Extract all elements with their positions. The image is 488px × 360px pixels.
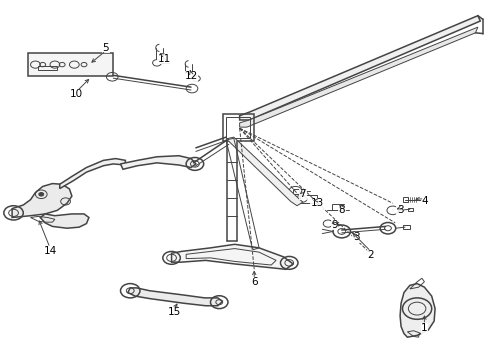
Bar (300, 195, 317, 203)
Polygon shape (127, 288, 222, 306)
Text: 9: 9 (330, 220, 337, 230)
Bar (331, 204, 344, 210)
Polygon shape (239, 16, 479, 120)
Polygon shape (399, 284, 434, 337)
Text: 7: 7 (299, 189, 305, 199)
Polygon shape (12, 184, 72, 217)
Bar (292, 189, 298, 194)
Bar (225, 117, 250, 138)
Polygon shape (40, 214, 89, 228)
Polygon shape (120, 156, 196, 169)
Text: 1: 1 (420, 323, 427, 333)
Bar (403, 225, 409, 229)
Bar (402, 197, 407, 202)
Text: 15: 15 (167, 307, 180, 317)
Bar (38, 66, 57, 70)
Polygon shape (60, 158, 125, 189)
Text: 5: 5 (102, 43, 109, 53)
Text: 10: 10 (70, 89, 83, 99)
Bar (28, 53, 113, 76)
Polygon shape (225, 137, 302, 206)
Text: 3: 3 (352, 232, 359, 242)
Circle shape (39, 193, 43, 196)
Polygon shape (239, 27, 477, 127)
Text: 6: 6 (250, 277, 257, 287)
Text: 11: 11 (157, 54, 170, 64)
Text: 14: 14 (43, 247, 57, 256)
Text: 8: 8 (338, 205, 345, 215)
Text: 12: 12 (184, 71, 197, 81)
Polygon shape (171, 244, 292, 269)
Text: 3: 3 (396, 205, 403, 215)
Text: 13: 13 (310, 198, 324, 208)
Bar (222, 114, 254, 141)
Text: 2: 2 (367, 250, 373, 260)
Bar (407, 208, 412, 211)
Text: 4: 4 (420, 197, 427, 206)
